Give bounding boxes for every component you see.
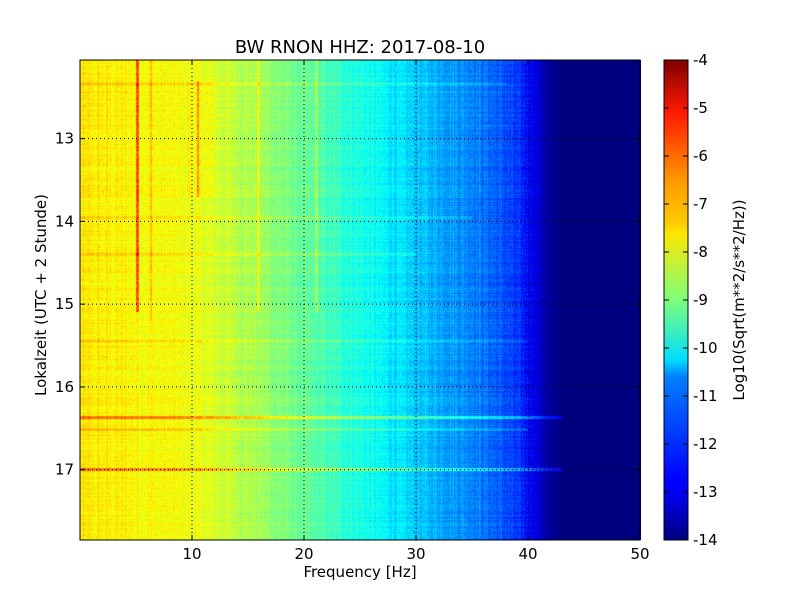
colorbar-tick-label: -4 [693,51,708,69]
colorbar-tick-label: -5 [693,99,708,117]
spectrogram-image [80,60,641,540]
colorbar-tick-label: -10 [693,339,718,357]
y-tick-label: 17 [55,461,74,479]
y-tick-label: 15 [55,295,74,313]
x-axis: 10 20 30 40 50 [182,60,650,563]
colorbar-tick-label: -9 [693,291,708,309]
plot-frame [79,59,641,541]
x-tick-label: 30 [406,545,425,563]
colorbar-tick-label: -13 [693,483,718,501]
colorbar-tick-label: -8 [693,243,708,261]
y-tick-label: 14 [55,212,74,230]
colorbar-tick-label: -6 [693,147,708,165]
colorbar-label: Log10(Sqrt(m**2/s**2/Hz)) [730,199,748,400]
chart-title: BW RNON HHZ: 2017-08-10 [235,37,485,58]
colorbar-ticks: -4 -5 -6 -7 -8 -9 -10 -11 -12 -13 -14 [664,51,718,549]
x-tick-label: 20 [294,545,313,563]
grid-lines [80,60,640,540]
x-tick-label: 40 [518,545,537,563]
colorbar-tick-label: -12 [693,435,718,453]
x-axis-label: Frequency [Hz] [303,563,416,581]
colorbar-tick-label: -14 [693,531,718,549]
y-axis-label: Lokalzeit (UTC + 2 Stunde) [32,194,50,396]
x-tick-label: 10 [182,545,201,563]
spectrogram-area [80,60,641,540]
y-tick-label: 13 [55,130,74,148]
y-tick-label: 16 [55,378,74,396]
colorbar-tick-label: -7 [693,195,708,213]
colorbar-tick-label: -11 [693,387,718,405]
y-axis: 13 14 15 16 17 [55,130,640,479]
x-tick-label: 50 [630,545,649,563]
